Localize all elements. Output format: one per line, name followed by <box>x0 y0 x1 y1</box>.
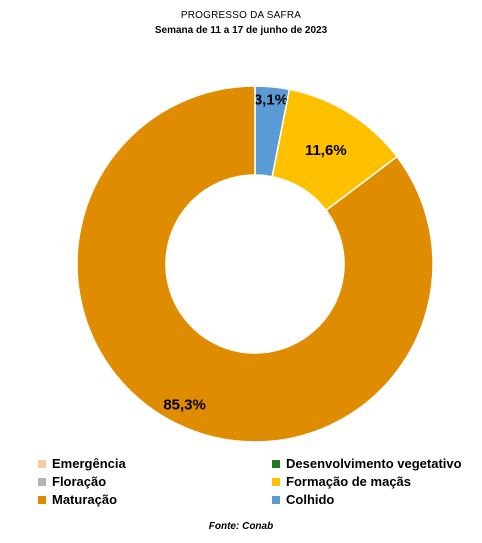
legend-item-floracao: Floração <box>38 473 272 490</box>
legend-label: Emergência <box>52 456 126 471</box>
data-label-formacao-de-macas: 11,6% <box>305 142 347 159</box>
chart-subtitle: Semana de 11 a 17 de junho de 2023 <box>154 25 328 36</box>
source-note: Fonte: Conab <box>208 521 274 532</box>
legend-item-formacao-de-macas: Formação de maçãs <box>272 473 478 490</box>
data-label-maturacao: 85,3% <box>163 396 206 413</box>
legend-item-emergencia: Emergência <box>38 455 272 472</box>
slice-maturacao <box>76 85 434 443</box>
legend-label: Colhido <box>286 492 335 507</box>
chart-legend: Emergência Desenvolvimento vegetativo Fl… <box>38 455 478 508</box>
data-label-colhido: 3,1% <box>254 92 288 109</box>
legend-swatch <box>272 459 280 468</box>
legend-item-colhido: Colhido <box>272 491 478 508</box>
legend-label: Desenvolvimento vegetativo <box>286 456 462 471</box>
legend-item-desenvolvimento-vegetativo: Desenvolvimento vegetativo <box>272 455 478 472</box>
legend-item-maturacao: Maturação <box>38 491 272 508</box>
legend-swatch <box>38 495 46 504</box>
legend-swatch <box>272 495 280 504</box>
chart-title: PROGRESSO DA SAFRA <box>180 10 302 21</box>
legend-label: Maturação <box>52 492 118 507</box>
legend-swatch <box>38 477 46 486</box>
legend-label: Floração <box>52 474 107 489</box>
legend-swatch <box>272 477 280 486</box>
legend-swatch <box>38 459 46 468</box>
legend-label: Formação de maçãs <box>286 474 412 489</box>
